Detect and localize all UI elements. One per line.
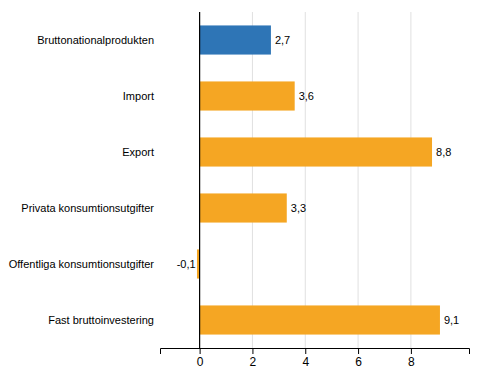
data-labels: 9,1 -0,1 3,3 8,8 3,6 2,7 [177,34,460,326]
x-tick: 4 [302,348,309,369]
y-tick-label: Fast bruttoinvestering [48,314,154,326]
data-label: 3,6 [299,90,314,102]
y-tick: Export [122,146,154,158]
grid-line [358,12,359,348]
grid-line [305,12,306,348]
y-tick: Privata konsumtionsutgifter [21,202,154,214]
x-tick-mark [358,348,359,354]
zero-line [199,12,200,348]
y-tick-label: Import [123,90,154,102]
grid-line [199,12,200,348]
y-tick-label: Export [122,146,154,158]
x-tick-label: 8 [408,355,415,369]
y-tick-label: Privata konsumtionsutgifter [21,202,154,214]
grid-line [410,12,411,348]
y-tick-label: Offentliga konsumtionsutgifter [9,258,155,270]
chart: 0 2 4 6 8 Fast bruttoinvestering Offentliga ko… [0,0,491,378]
x-tick: 6 [355,348,362,369]
x-tick-label: 6 [355,355,362,369]
x-tick: 8 [408,348,415,369]
x-tick-mark [305,348,306,354]
x-axis: 0 2 4 6 8 [161,348,470,369]
data-label: 9,1 [444,314,459,326]
x-tick-label: 0 [197,355,204,369]
data-label: 8,8 [436,146,451,158]
y-tick: Offentliga konsumtionsutgifter [9,258,155,270]
data-label: 2,7 [275,34,290,46]
x-tick-mark [252,348,253,354]
x-axis-line [161,349,470,355]
x-tick-label: 4 [302,355,309,369]
y-tick: Import [123,90,154,102]
bar [200,137,432,166]
bar [200,193,287,222]
x-tick: 0 [197,348,204,369]
x-tick-mark [411,348,412,354]
bar [200,305,440,334]
y-tick-label: Bruttonationalprodukten [37,34,154,46]
y-tick: Bruttonationalprodukten [37,34,154,46]
bar [200,25,271,54]
y-tick: Fast bruttoinvestering [48,314,154,326]
grid-line [252,12,253,348]
bar [200,81,295,110]
data-label: 3,3 [291,202,306,214]
grid [200,12,411,348]
x-tick: 2 [250,348,257,369]
data-label: -0,1 [177,258,196,270]
x-tick-mark [200,348,201,354]
bars [197,25,440,334]
y-axis: Fast bruttoinvestering Offentliga konsumt… [9,34,155,326]
x-tick-label: 2 [250,355,257,369]
plot: 0 2 4 6 8 Fast bruttoinvestering Offentliga ko… [9,12,470,369]
